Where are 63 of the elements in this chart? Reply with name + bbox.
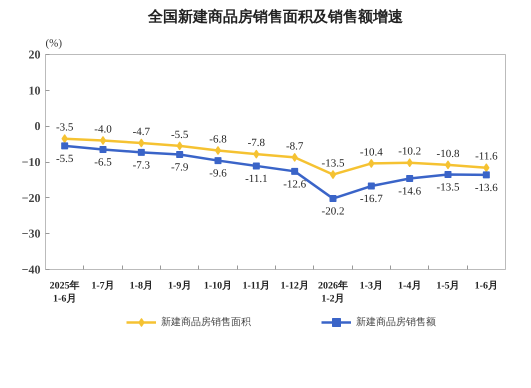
point bbox=[252, 162, 260, 170]
y-tick-label: 10 bbox=[28, 83, 40, 98]
legend-label: 新建商品房销售额 bbox=[356, 316, 436, 329]
y-tick-label: −10 bbox=[22, 155, 41, 169]
point bbox=[100, 146, 106, 153]
y-tick-label: −40 bbox=[22, 262, 41, 276]
data-label: -11.1 bbox=[245, 172, 268, 185]
chart-title: 全国新建商品房销售面积及销售额增速 bbox=[147, 8, 404, 26]
point bbox=[138, 148, 145, 156]
data-label: -13.5 bbox=[436, 182, 460, 194]
point bbox=[330, 195, 336, 202]
x-tick-label: 2025年 1-6月 bbox=[50, 280, 80, 305]
y-tick-label: 20 bbox=[28, 48, 40, 62]
point bbox=[214, 157, 222, 164]
y-axis-title: (%) bbox=[46, 38, 62, 50]
data-label: -16.7 bbox=[360, 193, 384, 206]
point bbox=[330, 170, 336, 180]
data-label: -5.5 bbox=[170, 128, 189, 141]
point bbox=[368, 182, 375, 190]
point bbox=[444, 160, 452, 170]
point bbox=[482, 171, 490, 178]
x-tick-label: 1-9月 bbox=[168, 280, 192, 292]
y-tick-label: −20 bbox=[22, 190, 41, 205]
data-label: -7.9 bbox=[170, 161, 189, 174]
data-label: -20.2 bbox=[322, 206, 344, 218]
point bbox=[61, 142, 68, 150]
data-label: -6.5 bbox=[94, 156, 112, 168]
data-label: -11.6 bbox=[475, 150, 498, 163]
data-label: -4.7 bbox=[132, 126, 151, 138]
x-tick-label: 1-4月 bbox=[398, 280, 422, 292]
point bbox=[406, 174, 414, 182]
y-tick-label: −30 bbox=[22, 226, 41, 241]
data-label: -7.8 bbox=[248, 137, 266, 150]
x-tick-label: 2026年 1-2月 bbox=[318, 280, 348, 305]
legend-label: 新建商品房销售面积 bbox=[161, 316, 251, 329]
x-tick-label: 1-12月 bbox=[280, 280, 309, 292]
data-label: -6.8 bbox=[209, 134, 228, 146]
y-tick-label: 0 bbox=[34, 119, 40, 134]
data-label: -14.6 bbox=[398, 185, 422, 198]
data-label: -7.3 bbox=[132, 159, 151, 172]
x-tick-label: 1-6月 bbox=[474, 280, 498, 292]
data-label: -8.7 bbox=[286, 140, 304, 152]
x-tick-label: 1-5月 bbox=[436, 280, 460, 292]
data-label: -5.5 bbox=[56, 152, 74, 165]
data-label: -4.0 bbox=[94, 124, 112, 136]
data-label: -3.5 bbox=[56, 122, 74, 134]
x-tick-label: 1-10月 bbox=[204, 280, 232, 292]
point bbox=[214, 146, 222, 156]
data-label: -10.8 bbox=[436, 148, 460, 160]
point bbox=[444, 171, 452, 178]
x-tick-label: 1-7月 bbox=[91, 280, 115, 292]
point bbox=[176, 150, 184, 158]
data-label: -12.6 bbox=[283, 178, 307, 190]
data-label: -13.5 bbox=[322, 158, 345, 170]
x-tick-label: 1-8月 bbox=[130, 280, 154, 292]
data-label: -10.4 bbox=[360, 146, 384, 158]
data-label: -13.6 bbox=[474, 182, 498, 194]
x-tick-label: 1-11月 bbox=[242, 280, 270, 292]
point bbox=[291, 168, 298, 175]
x-tick-label: 1-3月 bbox=[360, 280, 384, 292]
data-label: -9.6 bbox=[209, 168, 228, 180]
point bbox=[100, 136, 106, 145]
data-label: -10.2 bbox=[398, 146, 422, 158]
